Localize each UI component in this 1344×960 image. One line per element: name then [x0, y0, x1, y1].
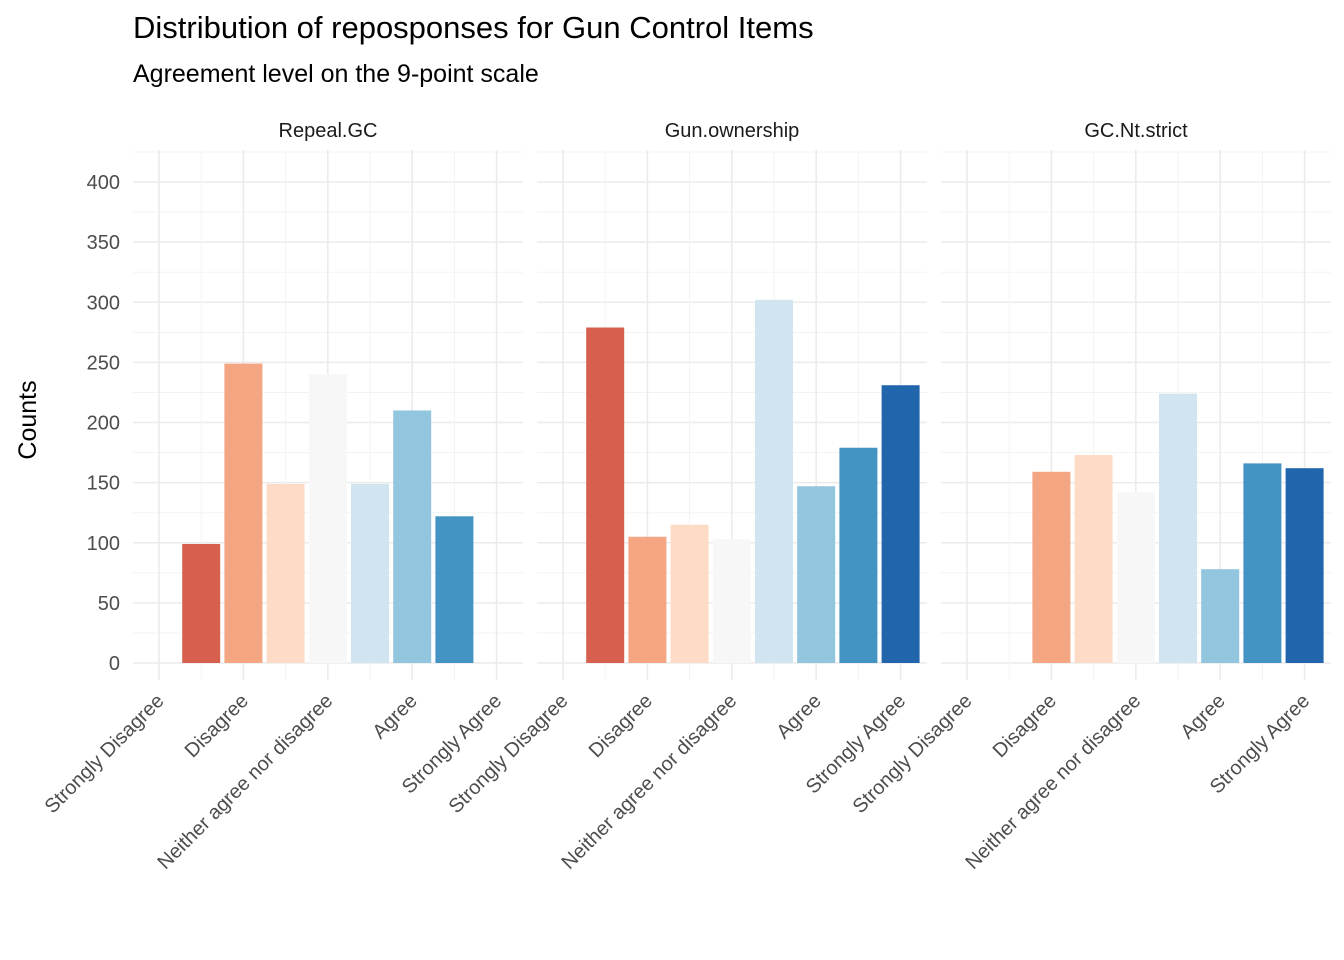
- bar: [1116, 492, 1155, 663]
- x-tick-label: Strongly Disagree: [41, 690, 169, 818]
- x-tick-label: Neither agree nor disagree: [558, 690, 742, 874]
- chart-subtitle: Agreement level on the 9-point scale: [133, 60, 539, 88]
- y-tick-label: 300: [87, 292, 120, 314]
- facet-panels: 0 50 100 150 200 250 300 350 400 Repeal.GC Strongl…: [41, 120, 1331, 874]
- facet-panel-gun-ownership: Gun.ownership Strongly Disagree DisagreeNe…: [445, 120, 927, 874]
- bar: [1201, 569, 1240, 663]
- bar: [308, 374, 347, 663]
- bar: [1285, 468, 1324, 663]
- bar: [712, 539, 751, 663]
- y-axis-title: Counts: [14, 380, 42, 459]
- bar: [670, 524, 709, 663]
- bar: [586, 327, 625, 663]
- facet-strip-label: GC.Nt.strict: [1084, 120, 1188, 142]
- bar: [351, 483, 389, 663]
- facet-panel-gc-nt-strict: GC.Nt.strict Strongly Disagree DisagreeNei…: [849, 120, 1331, 874]
- bar: [839, 447, 878, 663]
- y-tick-label: 0: [109, 653, 120, 675]
- x-tick-label: Agree: [772, 690, 825, 743]
- bar: [881, 385, 920, 663]
- x-tick-label: Strongly Disagree: [445, 690, 573, 818]
- bar: [393, 410, 432, 663]
- bar: [1074, 454, 1113, 663]
- chart-title: Distribution of reposponses for Gun Cont…: [133, 10, 814, 45]
- y-tick-label: 350: [87, 232, 120, 254]
- y-tick-label: 100: [87, 533, 120, 555]
- facet-strip-label: Repeal.GC: [279, 120, 378, 142]
- bar: [182, 543, 221, 663]
- bar: [266, 483, 305, 663]
- y-tick-label: 200: [87, 413, 120, 435]
- facet-strip-label: Gun.ownership: [665, 120, 800, 142]
- bar: [1032, 471, 1071, 663]
- x-tick-label: Agree: [368, 690, 421, 743]
- y-tick-label: 150: [87, 473, 120, 495]
- x-tick-label: Agree: [1176, 690, 1229, 743]
- bar: [755, 299, 793, 663]
- x-tick-label: Neither agree nor disagree: [962, 690, 1146, 874]
- x-tick-label: Disagree: [585, 690, 657, 762]
- x-tick-label: Strongly Disagree: [849, 690, 977, 818]
- x-tick-label: Neither agree nor disagree: [154, 690, 338, 874]
- bar: [1243, 463, 1282, 663]
- x-tick-label: Disagree: [181, 690, 253, 762]
- bar: [435, 516, 474, 663]
- x-tick-label: Disagree: [989, 690, 1061, 762]
- y-tick-label: 400: [87, 172, 120, 194]
- bar: [1159, 393, 1197, 663]
- bar: [628, 536, 667, 663]
- bar: [797, 486, 836, 663]
- y-tick-label: 50: [98, 593, 120, 615]
- bar: [224, 363, 263, 663]
- y-tick-label: 250: [87, 352, 120, 374]
